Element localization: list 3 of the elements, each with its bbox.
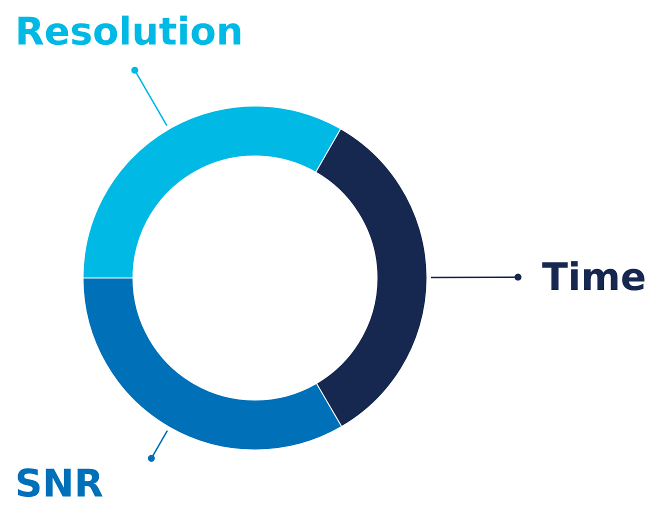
slice-label: SNR xyxy=(15,461,104,506)
slice-label: Resolution xyxy=(15,9,244,54)
legend-label: Time xyxy=(542,255,646,300)
